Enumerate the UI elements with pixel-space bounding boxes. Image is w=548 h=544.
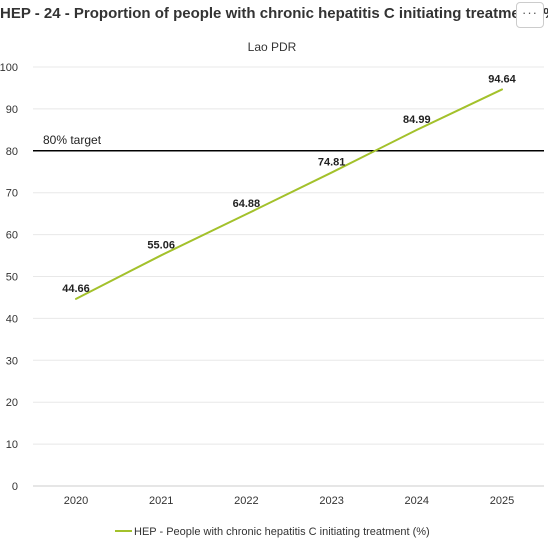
data-label: 84.99 bbox=[403, 114, 431, 126]
data-point[interactable] bbox=[72, 295, 80, 303]
target-line-group: 80% target bbox=[33, 133, 544, 152]
data-label: 55.06 bbox=[147, 239, 175, 251]
y-axis: 0 10 20 30 40 50 60 70 80 90 100 bbox=[0, 62, 18, 493]
gridlines bbox=[33, 66, 544, 487]
data-point[interactable] bbox=[498, 85, 506, 93]
y-tick-label: 80 bbox=[6, 146, 18, 158]
y-tick-label: 50 bbox=[6, 272, 18, 284]
y-tick-label: 100 bbox=[0, 62, 18, 74]
data-point[interactable] bbox=[157, 251, 165, 259]
x-tick-label: 2024 bbox=[405, 495, 429, 507]
legend[interactable]: HEP - People with chronic hepatitis C in… bbox=[115, 526, 430, 538]
y-tick-label: 70 bbox=[6, 188, 18, 200]
y-tick-label: 60 bbox=[6, 230, 18, 242]
x-tick-label: 2020 bbox=[64, 495, 88, 507]
data-label: 64.88 bbox=[233, 198, 261, 210]
chart-subtitle: Lao PDR bbox=[248, 40, 297, 54]
chart-menu-button[interactable]: ··· bbox=[516, 2, 544, 28]
data-point[interactable] bbox=[413, 126, 421, 134]
chart-title: HEP - 24 - Proportion of people with chr… bbox=[0, 5, 548, 22]
y-tick-label: 30 bbox=[6, 355, 18, 367]
series-group bbox=[72, 85, 506, 303]
y-tick-label: 20 bbox=[6, 397, 18, 409]
data-point[interactable] bbox=[328, 169, 336, 177]
data-point[interactable] bbox=[242, 210, 250, 218]
data-label: 74.81 bbox=[318, 157, 346, 169]
y-tick-label: 10 bbox=[6, 439, 18, 451]
y-tick-label: 0 bbox=[12, 481, 18, 493]
data-label: 94.64 bbox=[488, 73, 516, 85]
x-tick-label: 2023 bbox=[319, 495, 343, 507]
series-line[interactable] bbox=[75, 88, 503, 300]
data-label: 44.66 bbox=[62, 283, 90, 295]
x-tick-label: 2022 bbox=[234, 495, 258, 507]
y-tick-label: 90 bbox=[6, 104, 18, 116]
y-tick-label: 40 bbox=[6, 313, 18, 325]
x-tick-label: 2021 bbox=[149, 495, 173, 507]
data-labels: 44.66 55.06 64.88 74.81 84.99 94.64 bbox=[62, 73, 516, 294]
x-tick-label: 2025 bbox=[490, 495, 514, 507]
more-horizontal-icon: ··· bbox=[522, 4, 538, 20]
target-label: 80% target bbox=[43, 133, 102, 147]
legend-entry-label: HEP - People with chronic hepatitis C in… bbox=[134, 526, 430, 538]
x-axis: 2020 2021 2022 2023 2024 2025 bbox=[64, 495, 514, 507]
